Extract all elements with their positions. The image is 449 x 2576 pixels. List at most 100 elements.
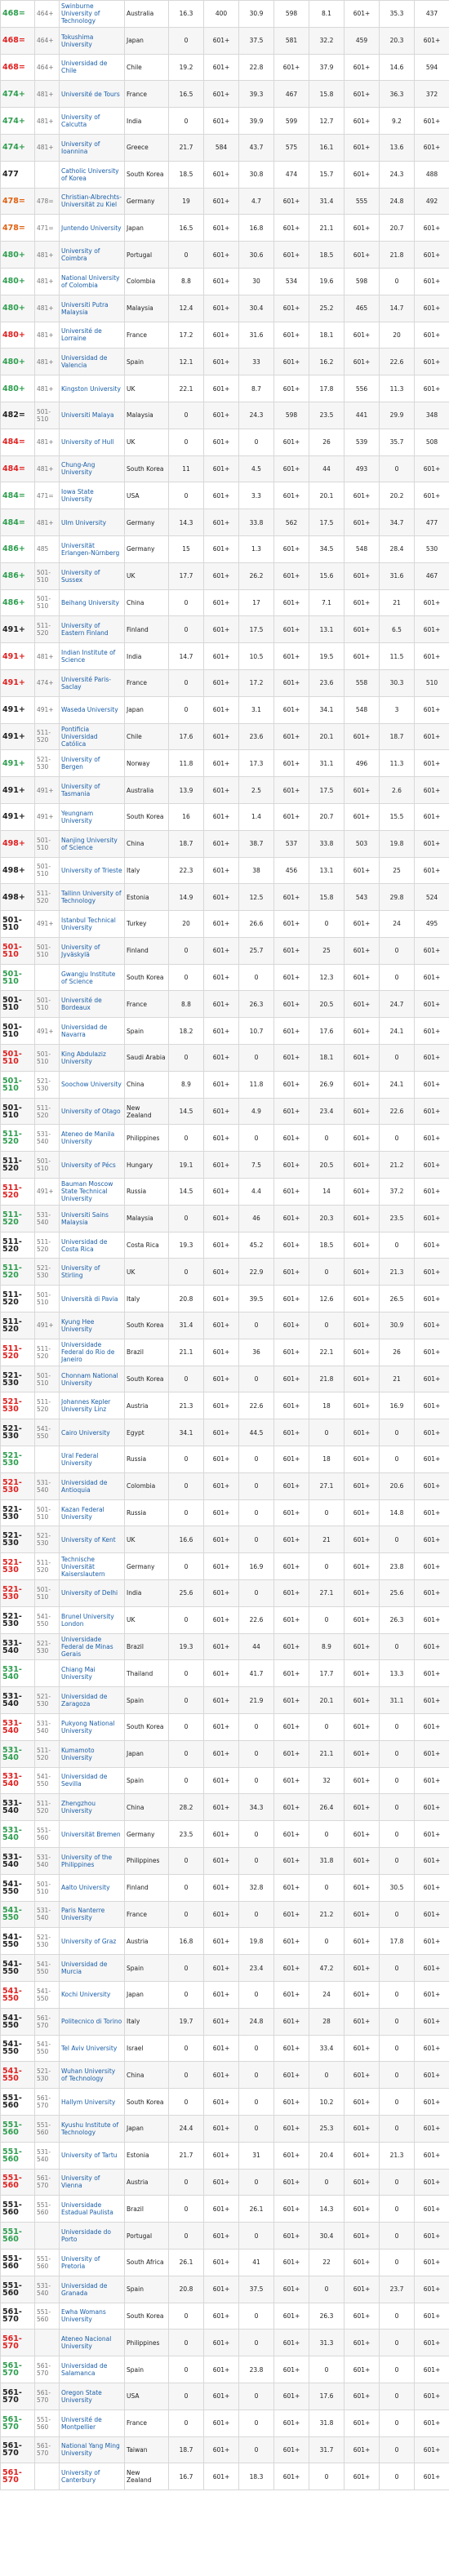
institution-cell[interactable]: Yeungnam University [59,802,125,831]
institution-cell[interactable]: University of Hull [59,428,125,456]
institution-cell[interactable]: Kyushu Institute of Technology [59,2114,125,2143]
institution-cell[interactable]: University of Ioannina [59,133,125,162]
institution-cell[interactable]: Ateneo Nacional University [59,2329,125,2357]
institution-cell[interactable]: Zhengzhou University [59,1793,125,1822]
institution-cell[interactable]: Universiti Sains Malaysia [59,1204,125,1232]
institution-cell[interactable]: Ateneo de Manila University [59,1124,125,1153]
institution-cell[interactable]: University of Stirling [59,1258,125,1286]
institution-cell[interactable]: Universiti Putra Malaysia [59,294,125,322]
institution-cell[interactable]: Université de Lorraine [59,321,125,349]
institution-cell[interactable]: Universidade do Porto [59,2222,125,2250]
institution-cell[interactable]: Universität Bremen [59,1820,125,1848]
institution-cell[interactable]: Pontificia Universidad Católica [59,722,125,751]
institution-cell[interactable]: Universidad de Murcia [59,1954,125,1982]
institution-cell[interactable]: Universidade Federal do Rio de Janeiro [59,1338,125,1366]
institution-cell[interactable]: Indian Institute of Science [59,642,125,670]
institution-cell[interactable]: Wuhan University of Technology [59,2061,125,2090]
institution-cell[interactable]: Kingston University [59,375,125,402]
institution-cell[interactable]: University of Canterbury [59,2463,125,2491]
institution-cell[interactable]: Swinburne University of Technology [59,0,125,28]
institution-cell[interactable]: University of Tartu [59,2141,125,2170]
score-cell: 22.6 [238,1606,274,1634]
institution-cell[interactable]: Hallym University [59,2088,125,2116]
institution-cell[interactable]: Universidad de Granada [59,2275,125,2303]
institution-cell[interactable]: Universidad de Costa Rica [59,1231,125,1259]
institution-cell[interactable]: University of Delhi [59,1579,125,1607]
institution-cell[interactable]: Università di Pavia [59,1285,125,1313]
institution-cell[interactable]: Universität Erlangen-Nürnberg [59,535,125,563]
institution-cell[interactable]: National Yang Ming University [59,2436,125,2464]
institution-cell[interactable]: Tokushima University [59,26,125,55]
institution-cell[interactable]: Universidad de Navarra [59,1017,125,1046]
institution-cell[interactable]: Kyung Hee University [59,1312,125,1339]
institution-cell[interactable]: Tallinn University of Technology [59,883,125,912]
score-cell: 0 [238,1526,274,1554]
institution-cell[interactable]: Paris Nanterre University [59,1900,125,1929]
institution-cell[interactable]: University of Kent [59,1526,125,1554]
institution-cell[interactable]: Ulm University [59,509,125,536]
institution-cell[interactable]: Juntendo University [59,214,125,242]
institution-cell[interactable]: Soochow University [59,1070,125,1099]
score-cell: 601+ [414,1766,449,1795]
institution-cell[interactable]: Université Paris-Saclay [59,668,125,697]
institution-cell[interactable]: University of Graz [59,1927,125,1956]
institution-cell[interactable]: Catholic University of Korea [59,160,125,189]
institution-cell[interactable]: University of Coimbra [59,241,125,269]
institution-cell[interactable]: Pukyong National University [59,1713,125,1741]
institution-cell[interactable]: Ural Federal University [59,1446,125,1473]
institution-cell[interactable]: Universidad de Valencia [59,348,125,376]
institution-cell[interactable]: Chung-Ang University [59,455,125,483]
score-cell: 601+ [203,1820,239,1848]
institution-cell[interactable]: Chonnam National University [59,1365,125,1393]
institution-cell[interactable]: University of Pécs [59,1151,125,1179]
institution-cell[interactable]: University of Jyväskylä [59,936,125,965]
institution-cell[interactable]: University of Tasmania [59,776,125,804]
institution-cell[interactable]: Universiti Malaya [59,401,125,429]
institution-cell[interactable]: Kazan Federal University [59,1499,125,1527]
institution-cell[interactable]: Christian-Albrechts-Universität zu Kiel [59,187,125,215]
score-cell: 601+ [344,321,380,349]
institution-cell[interactable]: Brunel University London [59,1606,125,1634]
institution-cell[interactable]: Cairo University [59,1419,125,1447]
institution-cell[interactable]: Universidad de Salamanca [59,2356,125,2383]
institution-cell[interactable]: University of Vienna [59,2168,125,2196]
institution-cell[interactable]: Iowa State University [59,482,125,510]
institution-cell[interactable]: Ewha Womans University [59,2302,125,2330]
institution-cell[interactable]: University of Sussex [59,562,125,590]
institution-cell[interactable]: Universidad de Zaragoza [59,1686,125,1714]
institution-cell[interactable]: Tel Aviv University [59,2034,125,2063]
institution-cell[interactable]: University of Otago [59,1097,125,1126]
institution-cell[interactable]: Universidade Estadual Paulista [59,2195,125,2223]
institution-cell[interactable]: Universidade Federal de Minas Gerais [59,1632,125,1661]
institution-cell[interactable]: Universidad de Antioquia [59,1472,125,1500]
institution-cell[interactable]: Universidad de Sevilla [59,1766,125,1795]
institution-cell[interactable]: Universidad de Chile [59,53,125,82]
score-cell: 601+ [203,1285,239,1313]
institution-cell[interactable]: Bauman Moscow State Technical University [59,1178,125,1206]
institution-cell[interactable]: University of Bergen [59,749,125,778]
institution-cell[interactable]: Johannes Kepler University Linz [59,1392,125,1420]
institution-cell[interactable]: Université de Bordeaux [59,990,125,1019]
institution-cell[interactable]: National University of Colombia [59,267,125,295]
institution-cell[interactable]: Waseda University [59,695,125,724]
institution-cell[interactable]: Nanjing University of Science [59,829,125,858]
institution-cell[interactable]: Université de Montpellier [59,2409,125,2437]
table-row: 531-540 521-530 Universidade Federal de Mi… [0,1632,449,1661]
institution-cell[interactable]: University of Trieste [59,856,125,885]
institution-cell[interactable]: University of Pretoria [59,2248,125,2276]
institution-cell[interactable]: Université de Tours [59,80,125,109]
institution-cell[interactable]: Chiang Mai University [59,1659,125,1688]
institution-cell[interactable]: University of Eastern Finland [59,615,125,644]
institution-cell[interactable]: Politecnico di Torino [59,2007,125,2036]
institution-cell[interactable]: University of Calcutta [59,107,125,135]
institution-cell[interactable]: Kochi University [59,1980,125,2009]
institution-cell[interactable]: University of the Philippines [59,1846,125,1875]
institution-cell[interactable]: Beihang University [59,588,125,617]
institution-cell[interactable]: Oregon State University [59,2382,125,2410]
institution-cell[interactable]: Aalto University [59,1873,125,1902]
institution-cell[interactable]: Technische Universität Kaiserslautern [59,1552,125,1581]
institution-cell[interactable]: King Abdulaziz University [59,1044,125,1072]
institution-cell[interactable]: Gwangju Institute of Science [59,963,125,992]
institution-cell[interactable]: Istanbul Technical University [59,910,125,938]
institution-cell[interactable]: Kumamoto University [59,1739,125,1768]
